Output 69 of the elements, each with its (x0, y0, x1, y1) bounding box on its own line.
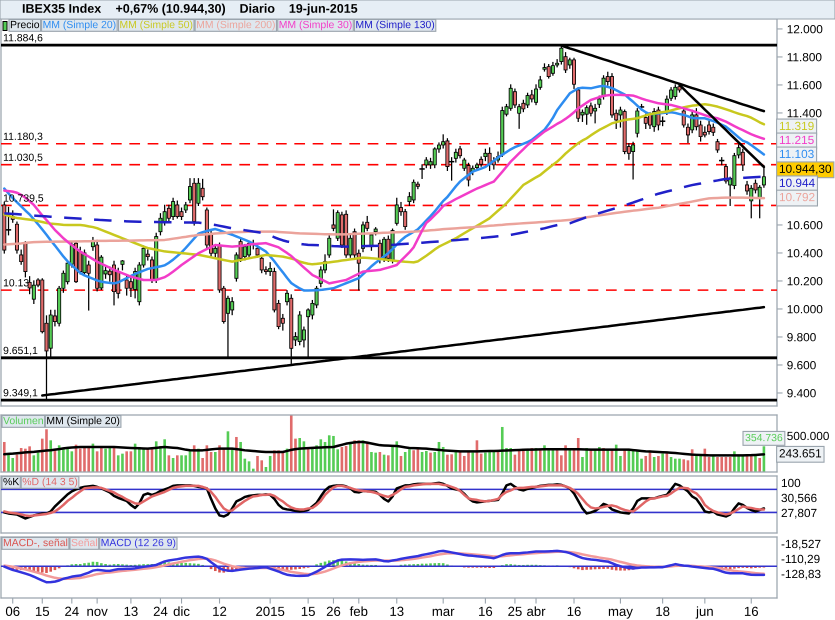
x-tick-label: feb (350, 606, 368, 616)
y-tick-label: 9.600 (787, 361, 816, 370)
x-tick-label: 18 (656, 606, 670, 616)
y-tick-label: 9.800 (787, 333, 816, 342)
text: Señal (71, 538, 97, 546)
x-tick-label: nov (87, 608, 108, 616)
chart-title: IBEX35 Index (22, 4, 102, 13)
ref-line-label: 10.13 (4, 279, 29, 286)
x-tick-label: 13 (390, 606, 404, 616)
data-label: 11.215 (780, 136, 814, 144)
x-tick-label: 15 (36, 606, 50, 616)
text: %K (3, 478, 20, 486)
y-tick-label: 9.400 (787, 389, 816, 398)
x-tick-label: jun (696, 606, 713, 619)
x-tick-label: 2015 (256, 606, 284, 616)
text: MM (Simple 30) (280, 20, 352, 30)
chart-subtitle: +0,67% (10.944,30) Diario 19-jun-2015 (116, 4, 358, 16)
x-tick-label: 12 (213, 606, 226, 616)
series-label: MACD-, señal (4, 538, 68, 548)
text: MM (Simple 20) (43, 20, 116, 30)
y-tick-label: 10.000 (788, 305, 822, 314)
ref-line-label: 9.349,1 (4, 389, 38, 398)
text: -128,83 (782, 570, 821, 580)
series-label: Volumen (3, 416, 43, 424)
data-label: 354.736 (745, 434, 782, 442)
text: MM (Simple 50) (120, 20, 192, 30)
x-tick-label: 25 (508, 606, 522, 616)
text: -18,527 (782, 540, 820, 550)
y-tick-label: 10.600 (788, 220, 822, 230)
ref-line-label: 11.030,5 (4, 154, 42, 162)
x-tick-label: 13 (124, 606, 138, 616)
x-tick-label: may (608, 608, 633, 619)
x-tick-label: 16 (568, 606, 581, 616)
y-tick-label: 11.600 (788, 80, 822, 90)
x-tick-label: 16 (479, 606, 492, 616)
text: MM (Simple 200) (197, 20, 275, 30)
text: 10.944,30 (780, 164, 832, 174)
x-tick-label: 26 (326, 606, 340, 616)
text: -110,29 (782, 554, 820, 565)
y-tick-label: 12.000 (788, 24, 822, 34)
text: MM (Simple 130) (356, 20, 434, 30)
data-label: 243.651 (780, 449, 822, 458)
ref-line-label: 11.180,3 (4, 132, 42, 142)
ref-line-label: 11.884,6 (4, 34, 42, 43)
y-tick-label: 10.400 (788, 249, 822, 258)
y-tick-label: 500.000 (787, 432, 829, 440)
data-label: 10.792 (780, 192, 815, 202)
y-tick-label: 11.400 (788, 108, 822, 118)
x-tick-label: 15 (302, 606, 315, 616)
series-label: MACD (12 26 9) (102, 538, 176, 548)
data-label: 10.944 (780, 178, 815, 187)
data-label: 11.319 (780, 122, 814, 130)
x-tick-label: abr (527, 606, 546, 616)
text: MM (Simple 20) (47, 416, 120, 426)
x-tick-label: mar (432, 608, 454, 616)
x-tick-label: 24 (154, 606, 168, 616)
y-tick-label: 11.800 (788, 52, 822, 62)
text: 30,566 (781, 494, 817, 504)
series-label: %D (14 3 5) (22, 478, 78, 488)
x-tick-label: 06 (6, 606, 20, 616)
data-label: 11.103 (780, 150, 814, 158)
x-tick-label: 16 (744, 606, 758, 616)
x-tick-label: 24 (65, 606, 79, 616)
text: 27,807 (782, 508, 817, 519)
x-tick-label: dic (174, 606, 190, 616)
ref-line-label: 9.651,1 (4, 346, 38, 356)
y-tick-label: 10.200 (788, 277, 822, 286)
legend-label: Precio (10, 20, 40, 28)
text: 100 (782, 478, 800, 488)
